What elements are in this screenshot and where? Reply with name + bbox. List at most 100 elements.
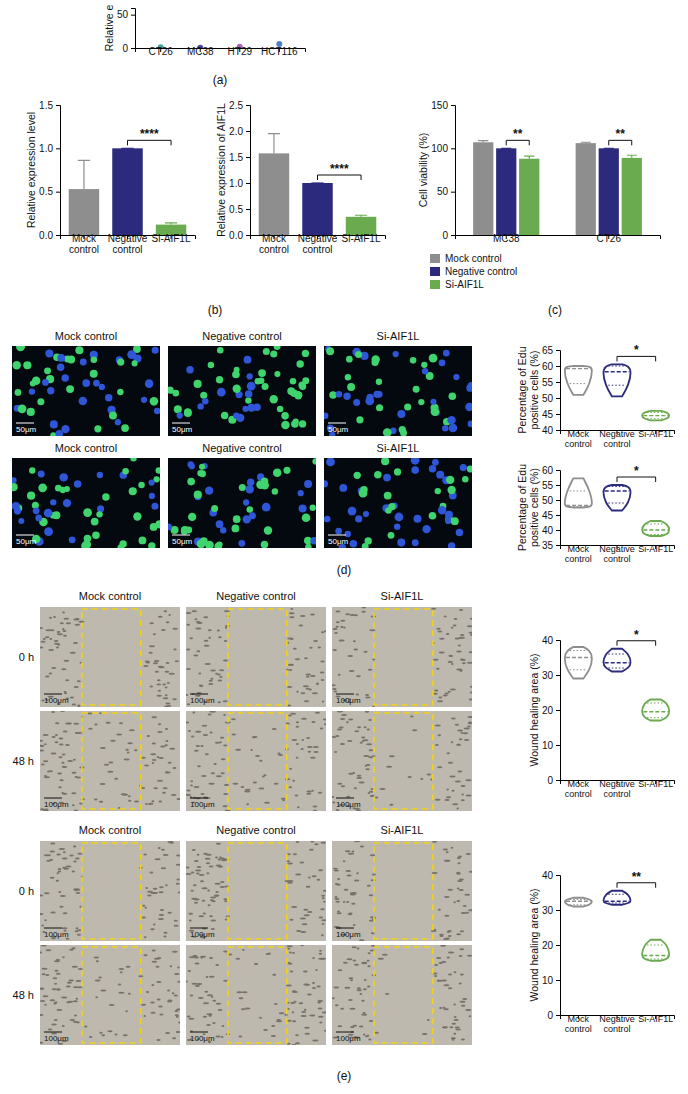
cell	[302, 923, 308, 925]
cell	[44, 919, 46, 921]
cell	[143, 954, 147, 956]
nucleus	[310, 505, 316, 511]
cell	[301, 1011, 306, 1013]
cell	[176, 1009, 180, 1011]
y-axis: 050	[117, 9, 136, 54]
cell	[206, 1024, 211, 1026]
violin-quartile	[647, 945, 664, 946]
cell	[299, 1002, 304, 1004]
cell	[285, 778, 291, 780]
cell	[41, 763, 45, 765]
cell	[288, 664, 294, 666]
y-tick: 40	[542, 635, 560, 646]
cell	[75, 998, 78, 1000]
nucleus	[211, 505, 218, 512]
cell	[152, 950, 156, 952]
cell	[72, 703, 77, 705]
cell	[69, 855, 73, 857]
image-background	[324, 458, 472, 548]
nucleus	[324, 516, 330, 523]
cell	[465, 1009, 471, 1011]
nucleus	[115, 419, 121, 425]
cell	[188, 970, 191, 972]
tick-label: 0	[547, 1010, 553, 1021]
nucleus	[91, 518, 99, 526]
cell	[303, 909, 308, 911]
nucleus	[397, 410, 405, 418]
cell	[219, 676, 222, 678]
cell	[446, 633, 450, 635]
cell	[61, 762, 64, 764]
nucleus	[177, 412, 183, 418]
cell	[77, 934, 81, 936]
cell	[353, 640, 356, 642]
cell	[152, 961, 158, 963]
cell	[296, 691, 299, 693]
y-tick: 0	[122, 43, 135, 54]
image-background	[332, 841, 472, 941]
cell	[306, 737, 310, 739]
cell	[77, 853, 82, 855]
cell	[157, 780, 163, 782]
error-bar	[78, 160, 90, 189]
cell	[470, 692, 472, 694]
scale-bar	[44, 694, 62, 695]
violin-quartile	[570, 366, 587, 367]
scale-bar-label: 50μm	[172, 425, 193, 434]
nucleus	[429, 465, 436, 472]
cell	[462, 662, 466, 664]
cell	[337, 783, 342, 785]
cell	[370, 854, 375, 856]
cell	[118, 992, 124, 994]
nucleus	[200, 392, 207, 399]
nucleus	[445, 511, 453, 519]
cell	[158, 723, 161, 725]
cell	[72, 871, 75, 873]
cell	[172, 628, 178, 630]
image: 100μm	[184, 607, 328, 707]
cell	[70, 1019, 76, 1021]
chart: 010203040MockcontrolNegativecontrolSi-AI…	[528, 628, 675, 799]
cell	[451, 847, 454, 849]
cell	[332, 997, 335, 999]
nucleus	[438, 506, 446, 514]
cell	[195, 985, 200, 987]
y-tick: 0.0	[229, 230, 250, 241]
cell	[434, 975, 437, 977]
cell	[221, 1036, 224, 1038]
cell	[442, 1026, 448, 1028]
y-tick: 20	[542, 705, 560, 716]
cell	[301, 739, 303, 741]
cell	[76, 892, 81, 894]
cell	[436, 957, 441, 959]
cell	[244, 1008, 250, 1010]
nucleus	[411, 466, 419, 474]
nucleus	[69, 536, 76, 543]
wound-outline	[374, 713, 433, 809]
column-title: Negative control	[202, 330, 282, 342]
cell	[223, 898, 227, 900]
cell	[307, 994, 312, 996]
cell	[176, 855, 180, 857]
cell	[319, 917, 323, 919]
cell	[75, 776, 78, 778]
cell	[439, 934, 444, 936]
violin	[603, 649, 630, 672]
cell	[63, 912, 68, 914]
cell	[340, 718, 345, 720]
cell	[456, 933, 461, 935]
cell	[378, 958, 384, 960]
cell	[318, 792, 322, 794]
nucleus	[220, 527, 226, 533]
cell	[460, 658, 464, 660]
nucleus	[246, 506, 253, 513]
cell	[186, 648, 190, 650]
x-tick: Si-AIF1L	[638, 1014, 673, 1024]
cell	[224, 640, 227, 642]
violin-median	[605, 490, 630, 491]
nucleus	[383, 428, 392, 436]
nucleus	[99, 384, 105, 390]
y-tick: 2.0	[229, 126, 250, 137]
cell	[422, 1033, 428, 1035]
cell	[138, 975, 143, 977]
